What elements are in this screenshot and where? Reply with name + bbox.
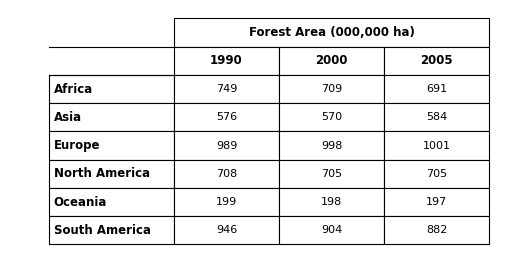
Text: 198: 198 [321, 197, 342, 207]
Text: 2000: 2000 [315, 54, 348, 67]
Text: Asia: Asia [54, 111, 82, 124]
Text: 1001: 1001 [422, 141, 451, 150]
Text: 705: 705 [426, 169, 447, 179]
Text: 199: 199 [216, 197, 237, 207]
Text: 709: 709 [321, 84, 342, 94]
Text: 705: 705 [321, 169, 342, 179]
Text: 989: 989 [216, 141, 237, 150]
Text: 904: 904 [321, 225, 342, 235]
Text: 882: 882 [426, 225, 447, 235]
Text: 2005: 2005 [420, 54, 453, 67]
Text: 946: 946 [216, 225, 237, 235]
Text: 708: 708 [216, 169, 237, 179]
Text: Europe: Europe [54, 139, 100, 152]
Text: 576: 576 [216, 112, 237, 122]
Text: 197: 197 [426, 197, 447, 207]
Text: Oceania: Oceania [54, 196, 107, 209]
Text: North America: North America [54, 167, 150, 180]
Text: 998: 998 [321, 141, 342, 150]
Text: 749: 749 [216, 84, 237, 94]
Text: Africa: Africa [54, 83, 93, 96]
Text: 570: 570 [321, 112, 342, 122]
Text: 691: 691 [426, 84, 447, 94]
Text: 1990: 1990 [210, 54, 243, 67]
Text: Forest Area (000,000 ha): Forest Area (000,000 ha) [249, 26, 414, 39]
Text: 584: 584 [426, 112, 447, 122]
Text: South America: South America [54, 224, 151, 237]
